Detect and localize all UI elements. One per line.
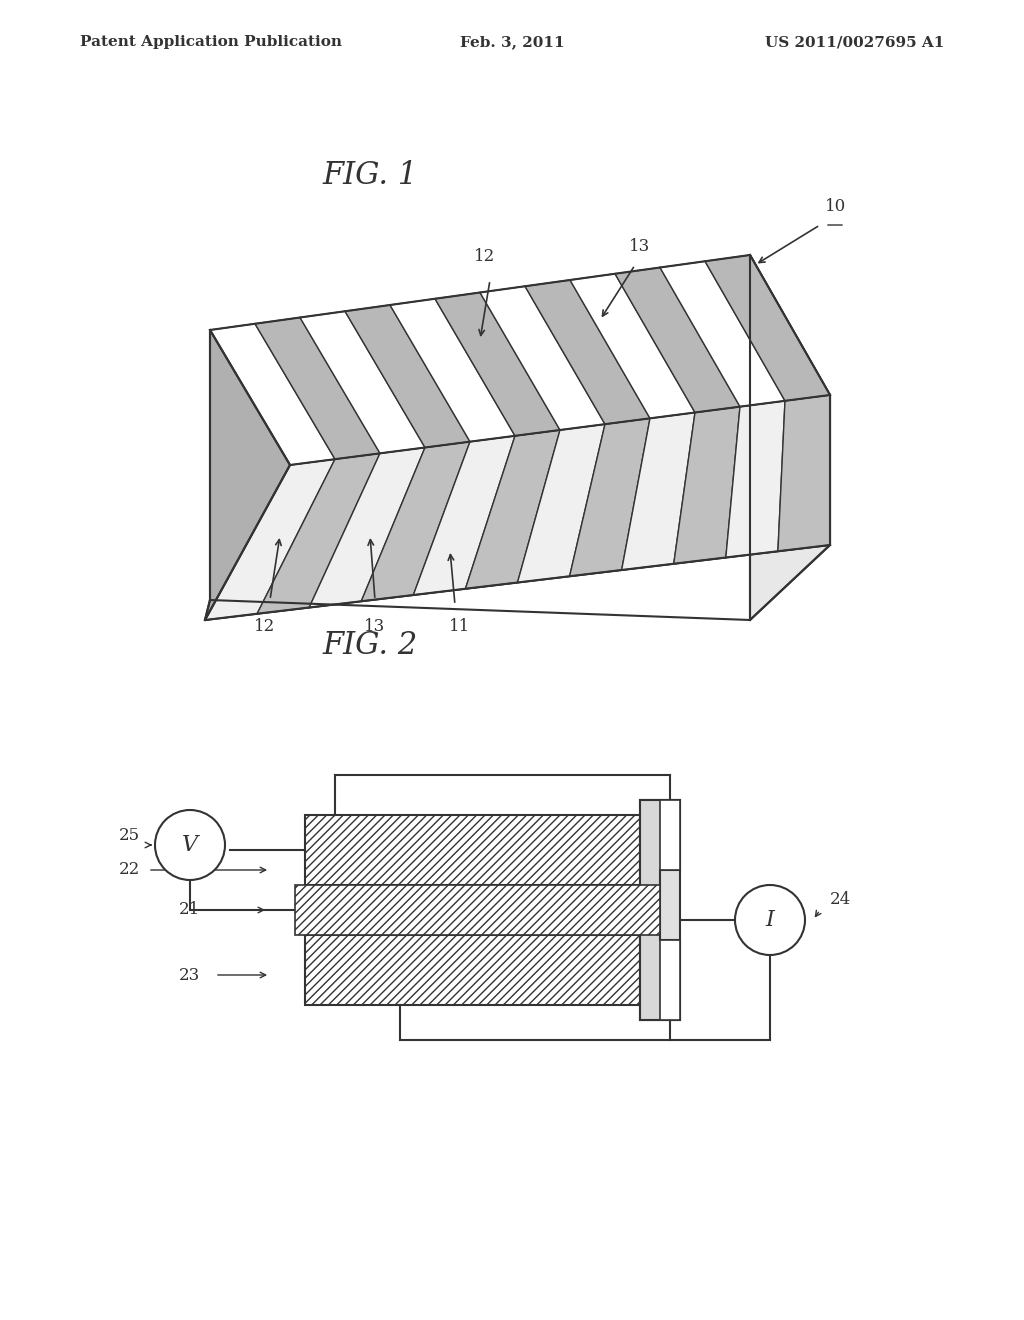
- Polygon shape: [750, 255, 830, 620]
- Text: 13: 13: [365, 618, 386, 635]
- Polygon shape: [660, 800, 680, 870]
- Polygon shape: [205, 459, 335, 620]
- Text: Patent Application Publication: Patent Application Publication: [80, 36, 342, 49]
- Polygon shape: [705, 255, 830, 401]
- Text: 10: 10: [825, 198, 846, 215]
- Polygon shape: [640, 800, 680, 1020]
- Text: 25: 25: [119, 826, 140, 843]
- Polygon shape: [517, 424, 605, 582]
- Polygon shape: [726, 401, 785, 557]
- Polygon shape: [345, 305, 470, 447]
- Polygon shape: [660, 261, 785, 407]
- Polygon shape: [466, 430, 560, 589]
- Text: 11: 11: [450, 618, 471, 635]
- Text: V: V: [182, 834, 198, 855]
- Text: 23: 23: [179, 966, 200, 983]
- Text: Feb. 3, 2011: Feb. 3, 2011: [460, 36, 564, 49]
- Polygon shape: [622, 412, 695, 570]
- Circle shape: [155, 810, 225, 880]
- Polygon shape: [778, 395, 830, 552]
- Text: US 2011/0027695 A1: US 2011/0027695 A1: [765, 36, 944, 49]
- Polygon shape: [414, 436, 515, 595]
- Polygon shape: [300, 312, 425, 453]
- Polygon shape: [295, 884, 660, 935]
- Circle shape: [735, 884, 805, 954]
- Polygon shape: [305, 814, 640, 884]
- Polygon shape: [205, 395, 830, 620]
- Polygon shape: [435, 293, 560, 436]
- Text: FIG. 1: FIG. 1: [323, 160, 418, 191]
- Polygon shape: [361, 442, 470, 601]
- Polygon shape: [309, 447, 425, 607]
- Text: 24: 24: [830, 891, 851, 908]
- Polygon shape: [570, 273, 695, 418]
- Text: 13: 13: [630, 238, 650, 255]
- Polygon shape: [525, 280, 650, 424]
- Polygon shape: [640, 800, 680, 1020]
- Polygon shape: [660, 940, 680, 1020]
- Polygon shape: [205, 330, 290, 620]
- Text: 22: 22: [119, 862, 140, 879]
- Polygon shape: [674, 407, 740, 564]
- Polygon shape: [257, 453, 380, 614]
- Text: FIG. 2: FIG. 2: [323, 630, 418, 661]
- Polygon shape: [569, 418, 650, 577]
- Polygon shape: [480, 286, 605, 430]
- Polygon shape: [305, 935, 640, 1005]
- Text: 12: 12: [254, 618, 275, 635]
- Text: 21: 21: [179, 902, 200, 919]
- Polygon shape: [390, 298, 515, 442]
- Text: 12: 12: [474, 248, 496, 265]
- Polygon shape: [615, 268, 740, 412]
- Text: I: I: [766, 909, 774, 931]
- Polygon shape: [210, 323, 335, 465]
- Polygon shape: [255, 318, 380, 459]
